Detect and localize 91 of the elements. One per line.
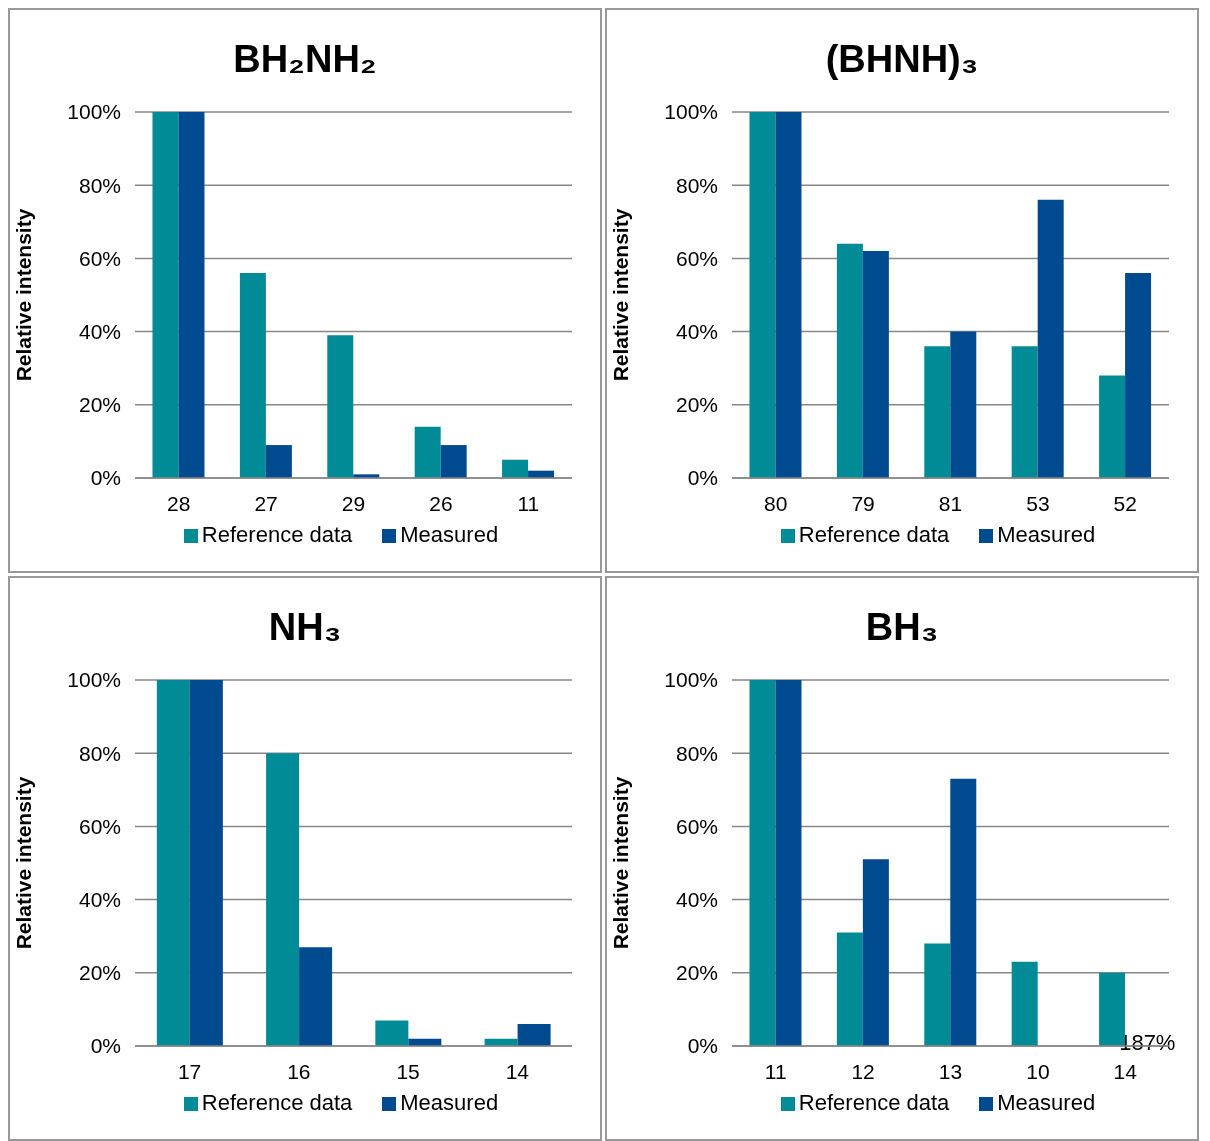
bar [375, 1020, 409, 1046]
bar [327, 335, 354, 478]
bar [152, 112, 179, 478]
x-tick-label: 11 [764, 1059, 787, 1083]
bar [924, 943, 951, 1046]
bar [239, 273, 266, 478]
y-tick-label: 0% [90, 466, 121, 490]
x-tick-label: 79 [851, 491, 875, 515]
legend-label: Reference data [798, 522, 950, 547]
chart-title: (BHNH)₃ [824, 38, 980, 82]
bar [950, 331, 977, 478]
chart-title: BH₂NH₂ [232, 38, 378, 82]
bar [265, 445, 292, 478]
bar [862, 859, 889, 1046]
y-tick-label: 40% [675, 320, 718, 344]
y-tick-label: 80% [78, 741, 121, 765]
legend-label: Reference data [798, 1090, 950, 1115]
bar [950, 778, 977, 1046]
y-tick-label: 60% [675, 246, 718, 270]
bar [266, 753, 300, 1046]
y-tick-label: 100% [664, 100, 718, 124]
y-tick-label: 20% [78, 393, 121, 417]
x-tick-label: 14 [505, 1059, 530, 1083]
bar [1099, 375, 1126, 478]
x-tick-label: 17 [177, 1059, 202, 1083]
x-tick-label: 27 [254, 491, 278, 515]
bar [156, 680, 190, 1046]
y-tick-label: 100% [67, 100, 121, 124]
bar [1011, 346, 1038, 478]
x-tick-label: 81 [938, 491, 963, 515]
legend-label: Measured [400, 522, 499, 547]
bar [836, 932, 863, 1046]
bar [517, 1024, 551, 1046]
y-tick-label: 100% [664, 668, 718, 692]
bar [502, 459, 529, 478]
chart-title: BH₃ [864, 606, 940, 650]
x-tick-label: 52 [1113, 491, 1137, 515]
x-tick-label: 10 [1026, 1059, 1050, 1083]
legend-label: Measured [997, 522, 1096, 547]
y-tick-label: 80% [675, 173, 718, 197]
bar [749, 112, 776, 478]
y-tick-label: 20% [78, 961, 121, 985]
x-tick-label: 13 [938, 1059, 963, 1083]
bar [862, 251, 889, 478]
x-tick-label: 11 [517, 491, 540, 515]
x-tick-label: 29 [341, 491, 366, 515]
x-tick-label: 28 [167, 491, 191, 515]
y-tick-label: 0% [90, 1034, 121, 1058]
y-axis-title: Relative intensity [609, 208, 633, 382]
y-tick-label: 20% [675, 393, 718, 417]
y-tick-label: 60% [78, 246, 121, 270]
bar [189, 680, 223, 1046]
y-axis-title: Relative intensity [609, 776, 633, 950]
x-tick-label: 80 [764, 491, 788, 515]
y-tick-label: 60% [675, 814, 718, 838]
y-tick-label: 100% [67, 668, 121, 692]
y-axis-title: Relative intensity [12, 776, 36, 950]
bar [299, 947, 333, 1046]
y-tick-label: 80% [78, 173, 121, 197]
legend-label: Measured [400, 1090, 499, 1115]
y-tick-label: 0% [687, 466, 718, 490]
y-tick-label: 80% [675, 741, 718, 765]
bar [836, 243, 863, 478]
bar [178, 112, 205, 478]
bar [1011, 961, 1038, 1046]
x-tick-label: 14 [1113, 1059, 1138, 1083]
x-tick-label: 53 [1026, 491, 1050, 515]
y-tick-label: 0% [687, 1034, 718, 1058]
x-tick-label: 15 [396, 1059, 420, 1083]
legend-label: Measured [997, 1090, 1096, 1115]
y-axis-title: Relative intensity [12, 208, 36, 382]
legend-label: Reference data [201, 1090, 353, 1115]
x-tick-label: 12 [851, 1059, 875, 1083]
bar [414, 426, 441, 478]
bar [1037, 199, 1064, 478]
bar [775, 680, 802, 1046]
bar [1125, 273, 1152, 478]
legend-label: Reference data [201, 522, 353, 547]
bar [775, 112, 802, 478]
bar [749, 680, 776, 1046]
bar [440, 445, 467, 478]
y-tick-label: 40% [78, 320, 121, 344]
bar [924, 346, 951, 478]
x-tick-label: 16 [287, 1059, 311, 1083]
y-tick-label: 60% [78, 814, 121, 838]
y-tick-label: 40% [78, 888, 121, 912]
y-tick-label: 40% [675, 888, 718, 912]
x-tick-label: 26 [429, 491, 453, 515]
chart-title: NH₃ [267, 606, 343, 650]
annotation: 187% [1119, 1030, 1176, 1055]
y-tick-label: 20% [675, 961, 718, 985]
